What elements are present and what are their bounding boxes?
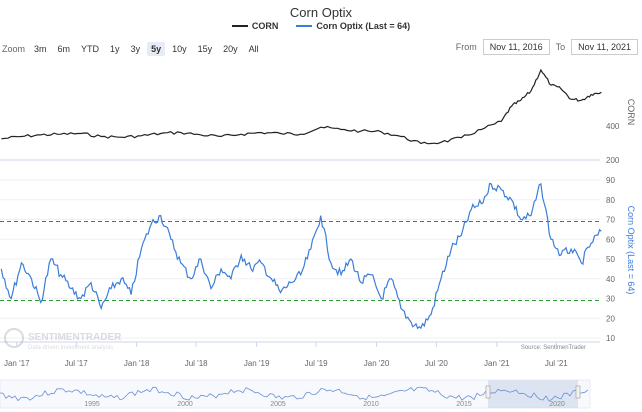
x-tick-label: Jul '21 — [545, 359, 568, 368]
navigator-year-label: 2010 — [363, 401, 379, 408]
legend-item-corn[interactable]: CORN — [231, 21, 279, 31]
x-axis-ticks: Jan '17 Jul '17 Jan '18 Jul '18 Jan '19 Jul '… — [4, 342, 568, 368]
navigator[interactable]: 1995 2000 2005 2010 2015 2020 — [0, 379, 591, 409]
to-date-input[interactable]: Nov 11, 2021 — [571, 39, 638, 55]
navigator-handle-right[interactable] — [575, 385, 581, 399]
x-tick-label: Jan '21 — [484, 359, 510, 368]
optix-y-tick-label: 80 — [606, 196, 615, 205]
x-tick-label: Jul '20 — [425, 359, 448, 368]
corn-y-axis: 400 — [606, 122, 620, 131]
x-tick-label: Jan '19 — [244, 359, 270, 368]
corn-y-tick-label: 200 — [606, 156, 620, 165]
zoom-button-5y[interactable]: 5y — [147, 42, 166, 56]
optix-y-tick-label: 50 — [606, 255, 615, 264]
x-tick-label: Jul '19 — [305, 359, 328, 368]
x-tick-label: Jan '18 — [124, 359, 150, 368]
watermark-brand: SENTIMENTRADER — [28, 332, 122, 343]
legend-label-corn: CORN — [251, 21, 279, 31]
x-tick-label: Jan '20 — [364, 359, 390, 368]
zoom-button-6m[interactable]: 6m — [57, 44, 71, 54]
x-tick-label: Jan '17 — [4, 359, 30, 368]
zoom-button-10y[interactable]: 10y — [172, 44, 187, 54]
zoom-button-15y[interactable]: 15y — [197, 44, 213, 54]
date-range: From Nov 11, 2016 To Nov 11, 2021 — [456, 39, 638, 55]
zoom-button-20y[interactable]: 20y — [223, 44, 238, 54]
chart-title: Corn Optix — [289, 5, 353, 20]
optix-y-tick-label: 40 — [606, 275, 615, 284]
optix-y-tick-label: 20 — [606, 314, 615, 323]
legend: CORN Corn Optix (Last = 64) — [0, 21, 642, 31]
corn-y-tick-label: 400 — [606, 122, 620, 131]
optix-series-line — [0, 182, 602, 330]
watermark-tagline: Data-driven investment analysis — [28, 345, 113, 351]
optix-y-tick-label: 60 — [606, 235, 615, 244]
to-label: To — [555, 42, 566, 52]
navigator-year-label: 2015 — [456, 401, 472, 408]
zoom-bar: Zoom 3m 6m YTD 1y 3y 5y 10y 15y 20y All — [2, 42, 263, 56]
watermark-logo-icon — [4, 328, 24, 348]
zoom-button-ytd[interactable]: YTD — [81, 44, 100, 54]
x-tick-label: Jul '18 — [185, 359, 208, 368]
optix-y-axis-label: Corn Optix (Last = 64) — [626, 206, 636, 295]
navigator-year-labels: 1995 2000 2005 2010 2015 2020 — [84, 401, 565, 408]
legend-swatch-optix — [296, 25, 313, 27]
legend-item-optix[interactable]: Corn Optix (Last = 64) — [296, 21, 410, 31]
from-date-input[interactable]: Nov 11, 2016 — [482, 39, 550, 55]
optix-gridlines — [0, 179, 600, 339]
optix-y-tick-label: 90 — [606, 176, 615, 185]
optix-y-tick-label: 70 — [606, 216, 615, 225]
watermark: SENTIMENTRADER Data-driven investment an… — [4, 328, 122, 351]
navigator-year-label: 2005 — [270, 401, 286, 408]
legend-label-optix: Corn Optix (Last = 64) — [316, 21, 411, 31]
zoom-button-1y[interactable]: 1y — [110, 44, 120, 54]
zoom-button-3y[interactable]: 3y — [130, 44, 141, 54]
zoom-button-all[interactable]: All — [248, 44, 259, 54]
x-tick-label: Jul '17 — [65, 359, 88, 368]
optix-y-axis: 10 20 30 40 50 60 70 80 90 200 — [606, 156, 620, 343]
navigator-handle-left[interactable] — [485, 385, 491, 399]
from-label: From — [455, 42, 477, 52]
navigator-year-label: 2000 — [177, 401, 193, 408]
zoom-button-3m[interactable]: 3m — [34, 44, 47, 54]
navigator-year-label: 2020 — [549, 401, 565, 408]
optix-y-tick-label: 30 — [606, 295, 615, 304]
corn-y-axis-label: CORN — [626, 99, 636, 126]
corn-series-line — [1, 68, 602, 145]
legend-swatch-corn — [231, 25, 248, 27]
optix-y-tick-label: 10 — [606, 334, 615, 343]
navigator-year-label: 1995 — [84, 401, 100, 408]
source-credit: Source: SentimenTrader — [521, 345, 586, 351]
zoom-label: Zoom — [2, 44, 26, 54]
